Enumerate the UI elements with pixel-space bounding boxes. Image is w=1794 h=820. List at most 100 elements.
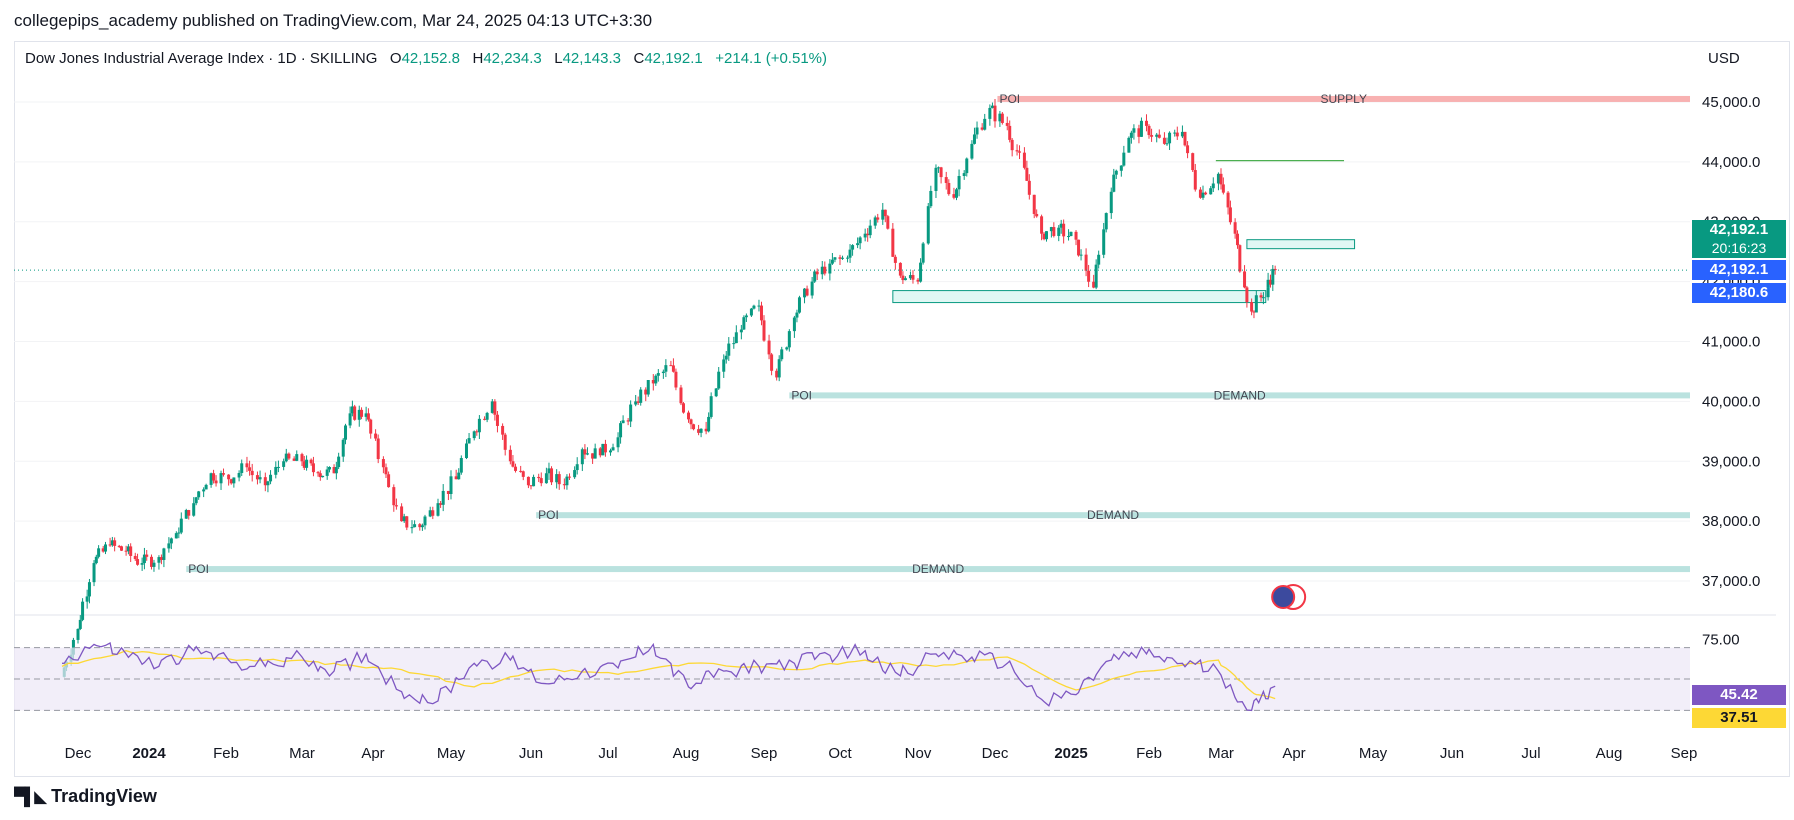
candle-up <box>219 473 223 484</box>
candle-down <box>1087 270 1091 282</box>
candle-down <box>674 371 678 388</box>
candle-down <box>1052 227 1056 236</box>
x-tick-label: Aug <box>1596 745 1623 762</box>
candle-up <box>1069 231 1073 237</box>
candle-up <box>167 543 171 549</box>
candle-down <box>898 262 902 276</box>
candle-down <box>1238 245 1242 272</box>
candle-down <box>537 476 541 479</box>
candle-down <box>483 418 487 420</box>
candle-up <box>237 472 241 478</box>
candle-up <box>464 443 468 459</box>
candle-up <box>785 347 789 350</box>
low-label: L <box>554 50 563 67</box>
candle-up <box>1201 192 1205 198</box>
candle-up <box>81 601 85 620</box>
demand-label: DEMAND <box>1087 508 1139 522</box>
candle-up <box>194 497 198 504</box>
candle-up <box>179 518 183 533</box>
candle-down <box>475 431 479 433</box>
rsi-badge: 45.42 <box>1692 685 1786 705</box>
candle-down <box>405 516 409 528</box>
candle-down <box>381 459 385 468</box>
candle-down <box>519 470 523 472</box>
candle-down <box>679 387 683 404</box>
candle-up <box>1168 132 1172 144</box>
candle-down <box>671 365 675 372</box>
candle-up <box>810 281 814 296</box>
high-value: 42,234.3 <box>483 50 542 67</box>
candle-down <box>550 468 554 483</box>
candle-down <box>805 288 809 296</box>
candle-down <box>1074 231 1078 240</box>
candle-up <box>752 305 756 309</box>
candle-down <box>1252 311 1256 313</box>
candle-up <box>777 359 781 378</box>
x-tick-label: Mar <box>1208 745 1234 762</box>
x-tick-label: Aug <box>673 745 700 762</box>
candle-down <box>133 555 137 560</box>
candle-down <box>439 503 443 505</box>
candle-up <box>722 359 726 372</box>
candle-up <box>78 619 82 629</box>
close-label: C <box>633 50 645 67</box>
candle-up <box>780 349 784 360</box>
candle-down <box>108 544 112 546</box>
close-value: 42,192.1 <box>644 50 703 67</box>
candle-up <box>423 516 427 526</box>
candle-down <box>248 467 252 471</box>
candle-down <box>704 428 708 432</box>
candle-up <box>140 563 144 565</box>
candle-down <box>697 429 701 433</box>
candle-down <box>418 524 422 528</box>
candle-down <box>374 433 378 439</box>
candle-down <box>1035 213 1039 217</box>
candle-up <box>858 237 862 244</box>
x-tick-label: Jun <box>1440 745 1464 762</box>
last-price-value: 42,192.1 <box>1709 221 1769 238</box>
candle-down <box>911 275 915 280</box>
x-tick-label: Sep <box>751 745 778 762</box>
demand-label: DEMAND <box>1214 388 1266 402</box>
candle-up <box>232 477 236 484</box>
candle-up <box>833 257 837 260</box>
candle-down <box>883 209 887 217</box>
low-value: 42,143.3 <box>562 50 621 67</box>
open-label: O <box>389 50 402 67</box>
demand-zone <box>536 512 1691 519</box>
candle-up <box>110 540 114 546</box>
candle-down <box>952 194 956 198</box>
candle-up <box>990 105 994 108</box>
currency-label[interactable]: USD <box>1708 50 1740 67</box>
candle-up <box>868 225 872 236</box>
x-tick-label: Feb <box>1136 745 1162 762</box>
candle-up <box>1104 213 1108 230</box>
candle-up <box>616 437 620 448</box>
candle-up <box>699 428 703 433</box>
candle-down <box>311 463 315 473</box>
poi-label: POI <box>188 562 209 576</box>
candle-up <box>1127 137 1131 153</box>
candle-up <box>92 563 96 583</box>
candle-up <box>841 257 845 259</box>
x-tick-label: May <box>437 745 466 762</box>
candle-down <box>526 476 530 486</box>
candle-up <box>282 461 286 467</box>
candle-up <box>1216 173 1220 184</box>
rsi-band-fill <box>14 647 1690 711</box>
y-tick-label: 40,000.0 <box>1702 393 1760 410</box>
candle-down <box>1186 145 1190 154</box>
candle-up <box>707 416 711 432</box>
candle-up <box>828 263 832 274</box>
candle-up <box>413 524 417 528</box>
cursor-price-badge: 42,180.6 <box>1692 283 1786 303</box>
candle-down <box>1157 134 1161 138</box>
candle-down <box>1175 132 1179 137</box>
highlight-box <box>1246 239 1356 250</box>
candle-down <box>493 401 497 415</box>
tradingview-logo[interactable]: ▀▌◣ TradingView <box>14 786 157 807</box>
x-tick-label: Nov <box>905 745 932 762</box>
candle-down <box>521 471 525 477</box>
candle-up <box>619 423 623 438</box>
